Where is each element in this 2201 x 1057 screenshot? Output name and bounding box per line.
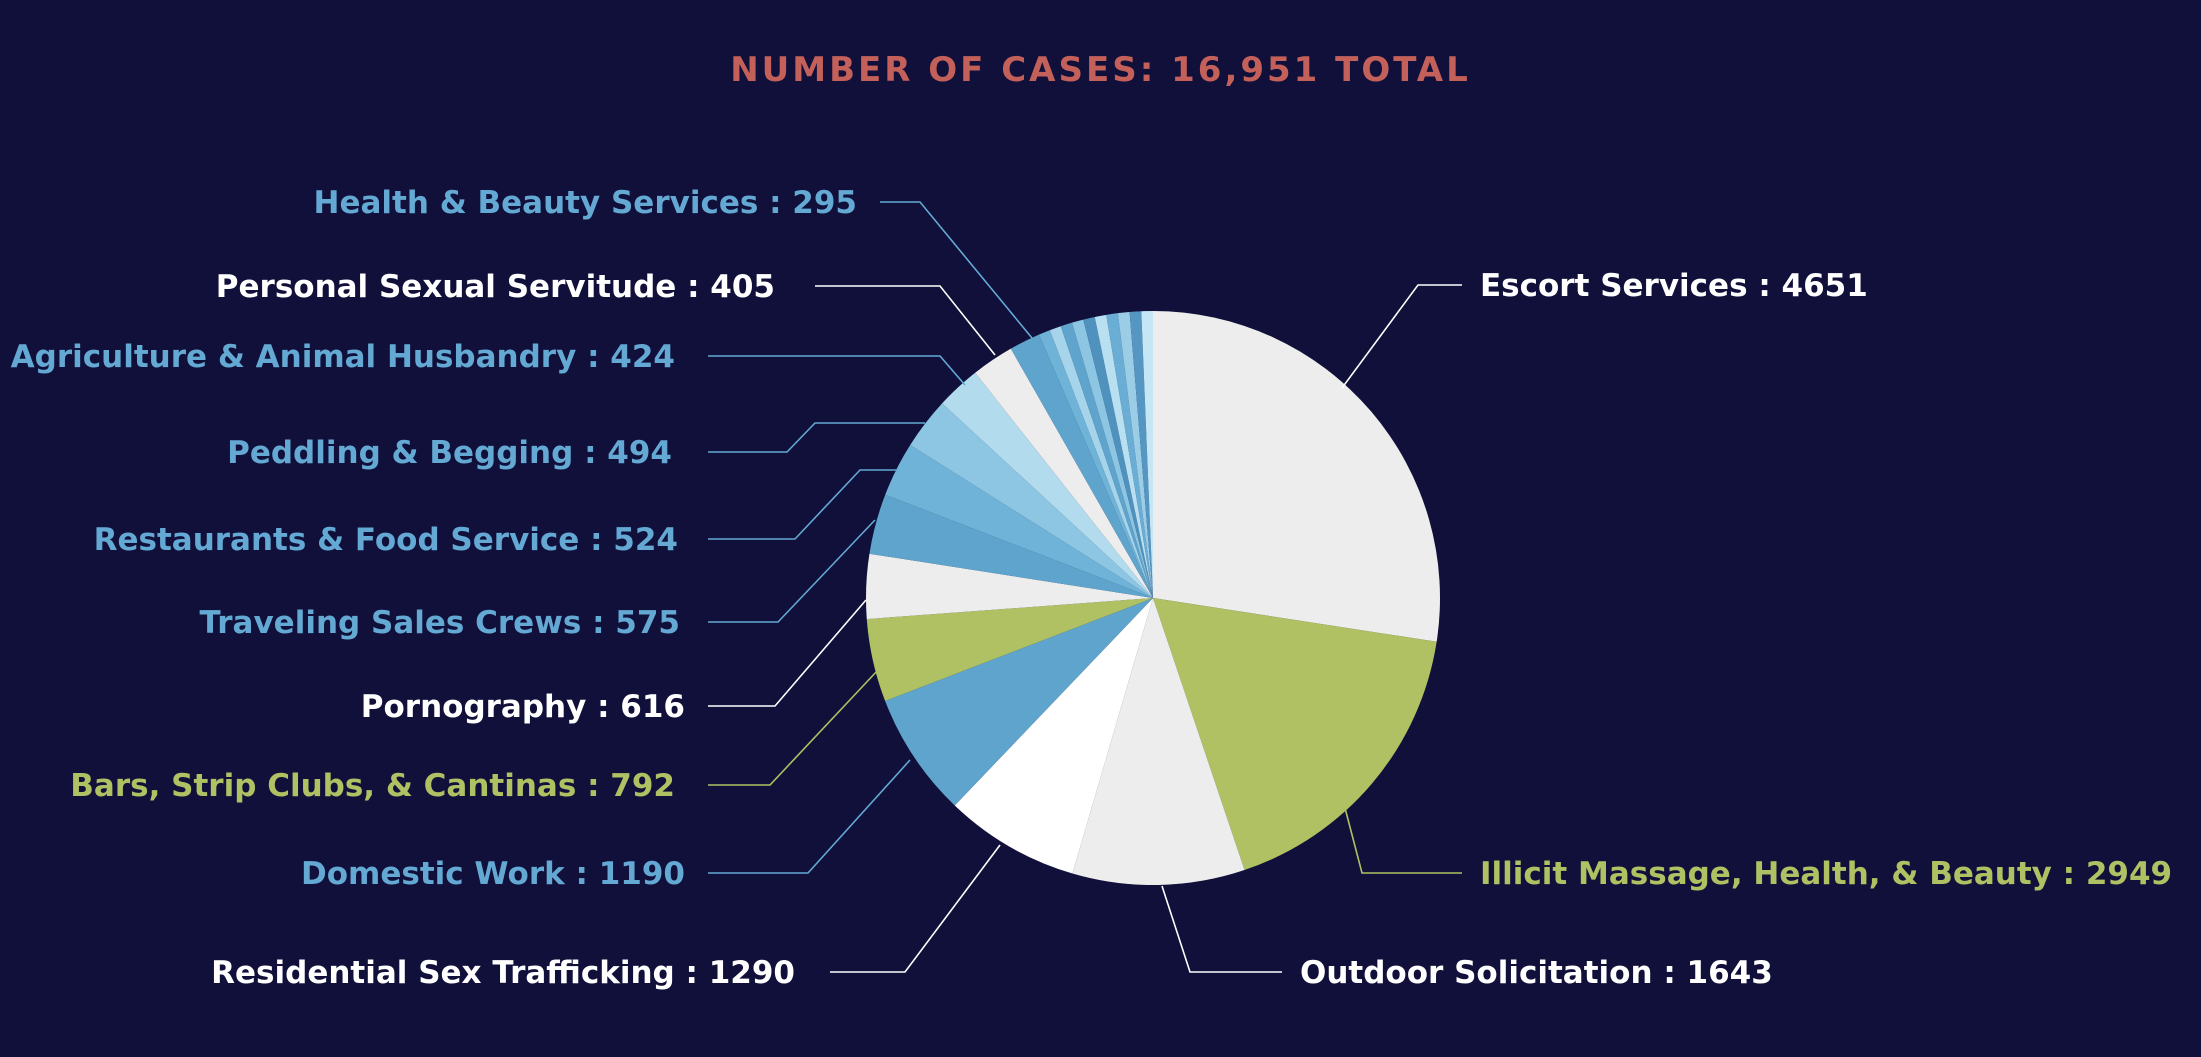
pie-slice-residential-sex-trafficking xyxy=(954,598,1153,874)
pie-slice-unlabeled xyxy=(1071,319,1153,598)
pie-slice-personal-sexual-servitude xyxy=(975,348,1153,598)
pie-slice-domestic-work xyxy=(885,598,1153,806)
leader-line-traveling-sales-crews xyxy=(708,519,876,623)
slice-label-residential-sex-trafficking: Residential Sex Trafficking : 1290 xyxy=(211,955,795,991)
slice-label-escort-services: Escort Services : 4651 xyxy=(1480,268,1868,304)
pie-slice-unlabeled xyxy=(1094,314,1153,598)
slice-label-outdoor-solicitation: Outdoor Solicitation : 1643 xyxy=(1300,955,1773,991)
slice-label-domestic-work: Domestic Work : 1190 xyxy=(301,856,685,892)
leader-line-health-beauty-services xyxy=(880,201,1033,339)
slice-label-restaurants-food-service: Restaurants & Food Service : 524 xyxy=(94,522,678,558)
pie-slice-illicit-massage-health-beauty xyxy=(1153,598,1437,871)
chart-title: NUMBER OF CASES: 16,951 TOTAL xyxy=(730,50,1471,90)
pie-slice-unlabeled xyxy=(1060,322,1153,598)
pie-slice-unlabeled xyxy=(1129,311,1153,598)
pie-slice-restaurants-food-service xyxy=(885,445,1153,598)
pie-slice-bars-strip-clubs-cantinas xyxy=(866,598,1153,701)
slice-label-bars-strip-clubs-cantinas: Bars, Strip Clubs, & Cantinas : 792 xyxy=(70,768,675,804)
pie-slice-escort-services xyxy=(1153,311,1441,642)
leader-line-escort-services xyxy=(1341,284,1462,389)
pie-slice-health-beauty-services xyxy=(1010,334,1153,598)
pie-slice-outdoor-solicitation xyxy=(1072,598,1245,885)
leader-line-pornography xyxy=(708,599,867,707)
pie-slice-unlabeled xyxy=(1083,316,1153,598)
pie-slice-unlabeled xyxy=(1038,330,1153,598)
leader-line-agriculture-animal-husbandry xyxy=(708,355,966,386)
leader-line-residential-sex-trafficking xyxy=(830,844,1001,973)
slice-label-traveling-sales-crews: Traveling Sales Crews : 575 xyxy=(200,605,680,641)
pie-slices xyxy=(865,311,1441,885)
leader-line-peddling-begging xyxy=(708,422,925,453)
slice-label-peddling-begging: Peddling & Begging : 494 xyxy=(227,435,672,471)
slice-label-pornography: Pornography : 616 xyxy=(361,689,685,725)
slice-label-illicit-massage-health-beauty: Illicit Massage, Health, & Beauty : 2949 xyxy=(1480,856,2172,892)
slice-label-health-beauty-services: Health & Beauty Services : 295 xyxy=(314,185,858,221)
pie-slice-peddling-begging xyxy=(910,403,1153,598)
leader-line-personal-sexual-servitude xyxy=(815,285,996,356)
leader-line-illicit-massage-health-beauty xyxy=(1344,807,1462,874)
leader-line-restaurants-food-service xyxy=(708,469,898,540)
leader-line-outdoor-solicitation xyxy=(1161,885,1282,973)
pie-slice-agriculture-animal-husbandry xyxy=(942,372,1153,598)
slice-labels: Escort Services : 4651 Illicit Massage, H… xyxy=(11,185,2172,991)
leader-line-bars-strip-clubs-cantinas xyxy=(708,669,879,786)
pie-slice-unlabeled xyxy=(1049,326,1153,598)
leader-line-domestic-work xyxy=(708,759,911,874)
pie-slice-unlabeled xyxy=(1141,311,1153,598)
pie-slice-unlabeled xyxy=(1117,311,1153,598)
slice-label-personal-sexual-servitude: Personal Sexual Servitude : 405 xyxy=(216,269,775,305)
slice-label-agriculture-animal-husbandry: Agriculture & Animal Husbandry : 424 xyxy=(11,339,675,375)
pie-slice-unlabeled xyxy=(1106,313,1153,598)
pie-slice-traveling-sales-crews xyxy=(869,494,1153,598)
pie-slice-pornography xyxy=(865,553,1153,620)
